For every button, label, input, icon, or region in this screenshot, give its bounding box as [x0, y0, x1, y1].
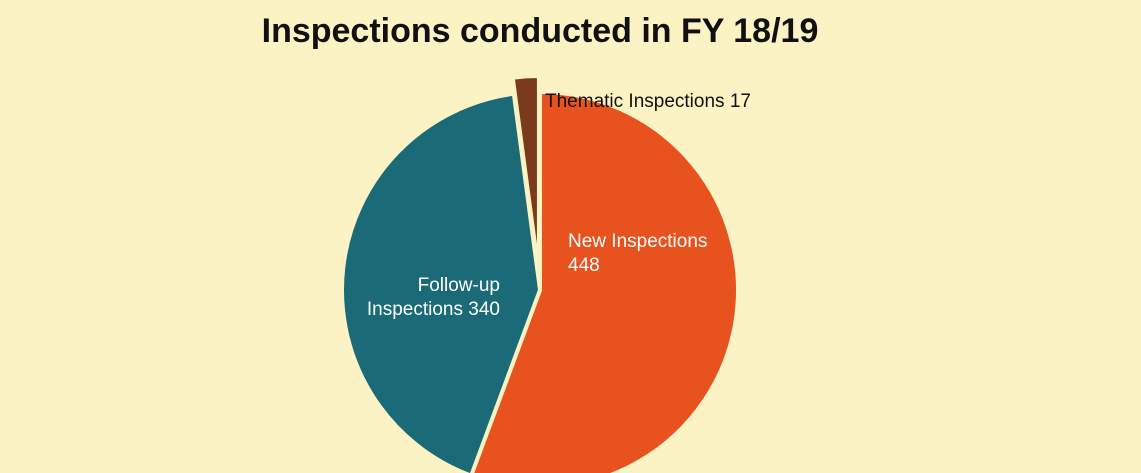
chart-title: Inspections conducted in FY 18/19 [262, 12, 819, 50]
slice-label: New Inspections 448 [568, 230, 708, 278]
slice-label: Thematic Inspections 17 [545, 90, 845, 114]
slice-value: 17 [729, 91, 751, 112]
pie-slice [469, 89, 740, 473]
slice-name: New Inspections [568, 231, 708, 252]
pie-slice [340, 91, 543, 473]
pie-slice [510, 74, 541, 275]
slice-name: Follow-up Inspections [366, 275, 500, 320]
slice-name: Thematic Inspections [545, 91, 725, 112]
slice-value: 340 [468, 299, 500, 320]
slice-label: Follow-up Inspections 340 [360, 274, 500, 322]
slice-value: 448 [568, 255, 600, 276]
